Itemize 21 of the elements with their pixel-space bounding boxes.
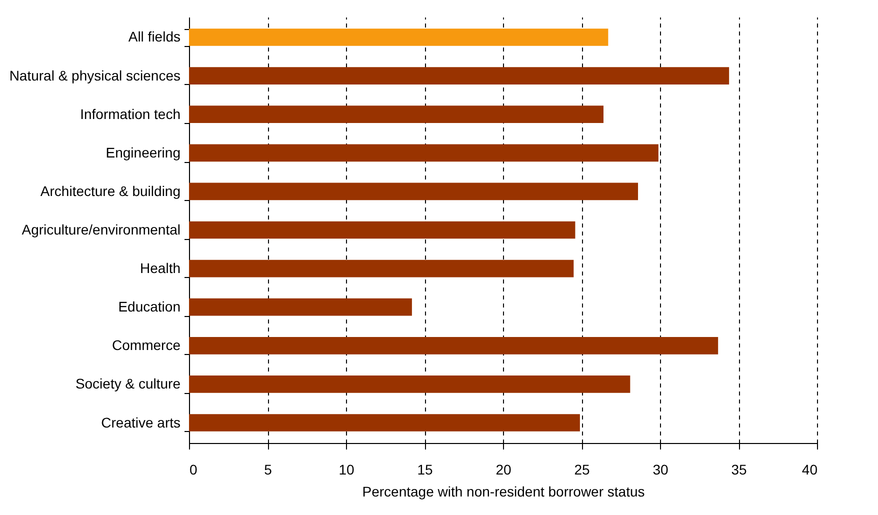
y-tick-label: Agriculture/environmental [22, 222, 180, 238]
y-tick-label: Creative arts [101, 414, 180, 430]
x-tick-label: 40 [802, 462, 818, 478]
x-tick-label: 10 [338, 462, 354, 478]
x-axis-title: Percentage with non-resident borrower status [362, 484, 645, 500]
x-tick-label: 20 [496, 462, 512, 478]
y-tick-label: Education [118, 298, 180, 315]
x-tick-label: 0 [190, 462, 198, 478]
y-tick-label: Natural & physical sciences [9, 67, 180, 84]
y-tick-label: Architecture & building [40, 182, 180, 199]
y-tick-label: Commerce [112, 337, 181, 354]
y-tick-label: Health [140, 260, 180, 276]
x-tick-label: 15 [417, 462, 433, 478]
y-tick-label: Engineering [106, 144, 180, 160]
x-tick-label: 30 [652, 462, 668, 478]
x-tick-label: 25 [574, 462, 590, 478]
y-tick-label: Information tech [80, 106, 180, 122]
y-tick-label: Society & culture [75, 376, 181, 392]
y-tick-label: All fields [128, 28, 180, 45]
x-tick-label: 35 [731, 462, 747, 478]
x-tick-label: 5 [264, 462, 272, 478]
